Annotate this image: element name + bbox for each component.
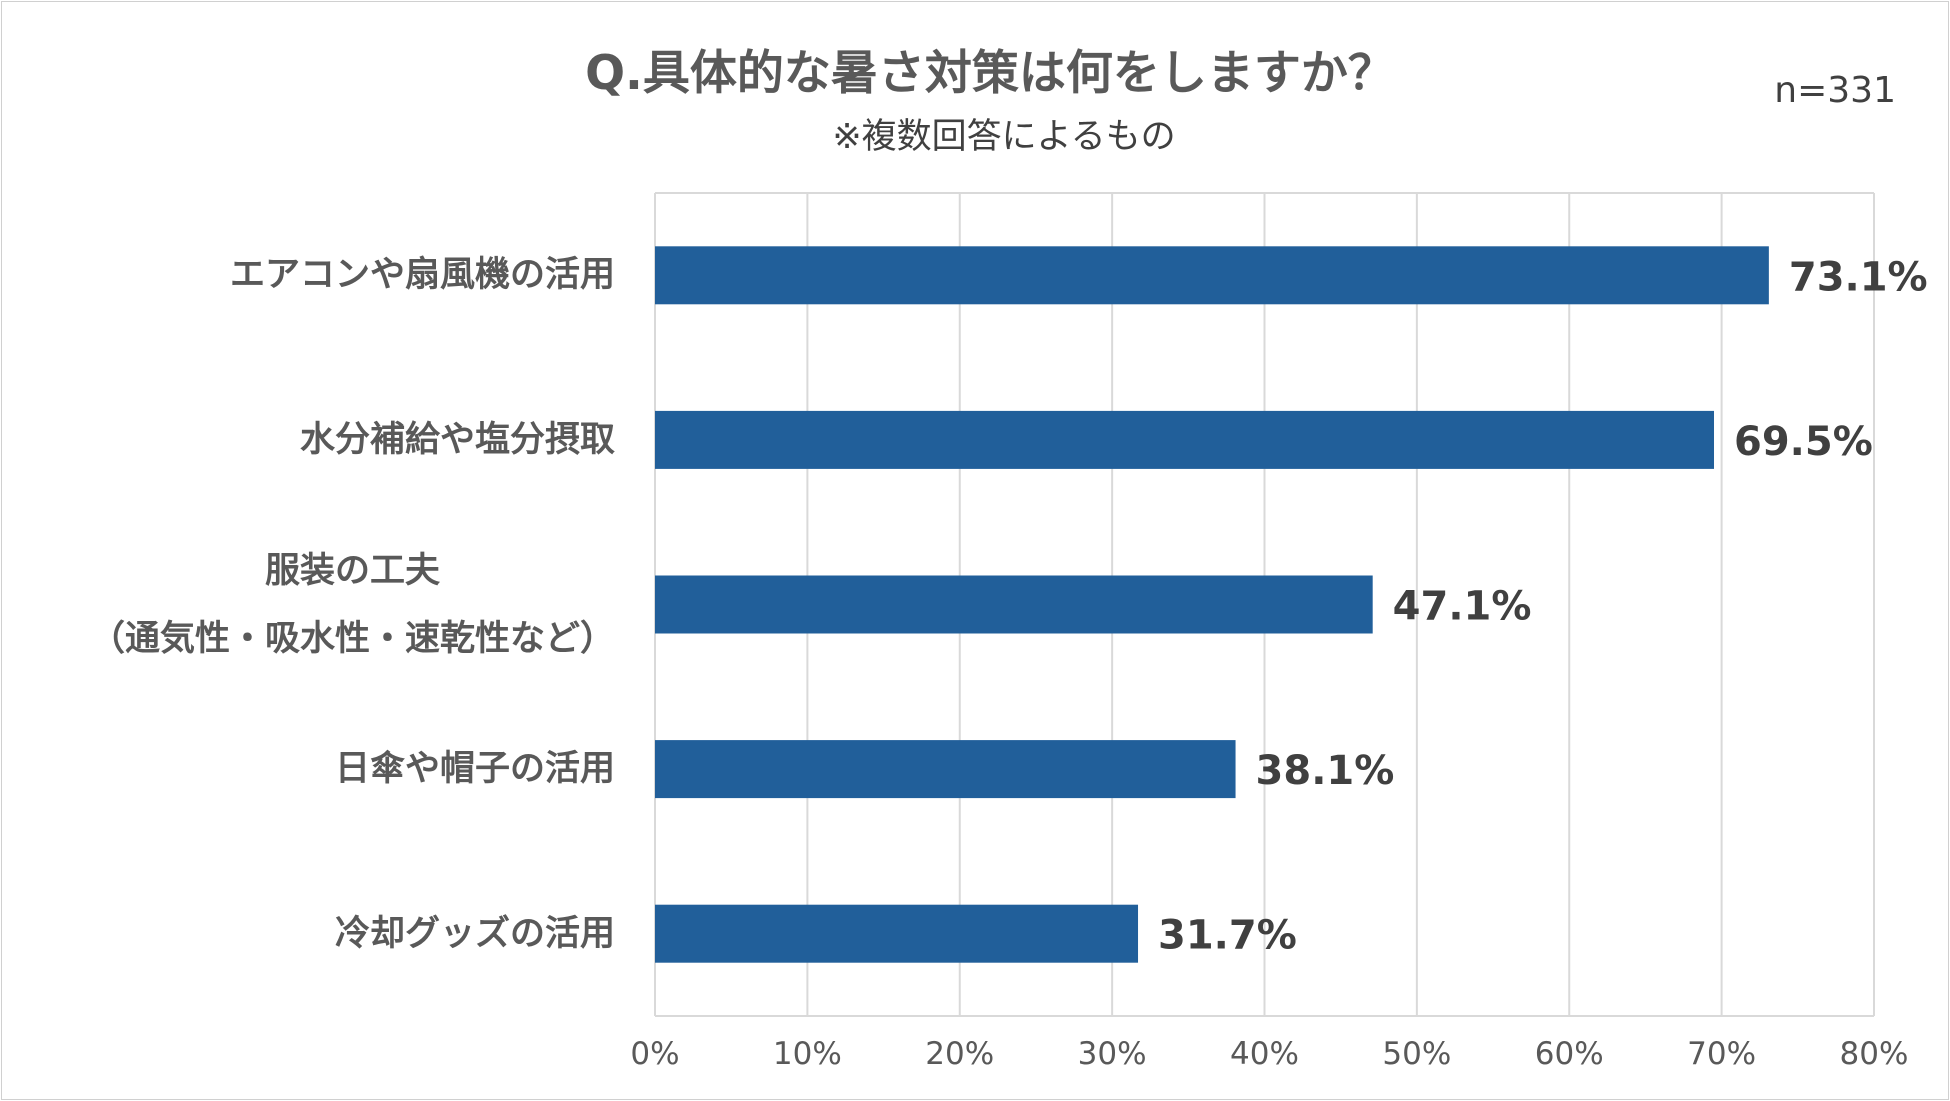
- x-tick-label: 70%: [1687, 1036, 1756, 1072]
- data-label: 73.1%: [1789, 254, 1928, 300]
- x-tick-label: 50%: [1382, 1036, 1451, 1072]
- x-tick-label: 20%: [925, 1036, 994, 1072]
- data-label: 31.7%: [1158, 913, 1297, 959]
- x-tick-label: 10%: [773, 1036, 842, 1072]
- category-label: 日傘や帽子の活用: [335, 735, 615, 803]
- data-label: 69.5%: [1734, 419, 1873, 465]
- category-label: 冷却グッズの活用: [335, 900, 615, 968]
- bar: [655, 575, 1373, 634]
- bar: [655, 410, 1715, 469]
- category-label: エアコンや扇風機の活用: [230, 241, 615, 309]
- sample-size: n=331: [1774, 70, 1896, 111]
- category-label-line: 水分補給や塩分摂取: [299, 419, 615, 460]
- chart-title: Q.具体的な暑さ対策は何をしますか？: [585, 46, 1395, 101]
- data-label: 38.1%: [1256, 748, 1395, 794]
- category-label: 服装の工夫 （通気性・吸水性・速乾性など）: [90, 537, 615, 673]
- x-tick-label: 0%: [630, 1036, 679, 1072]
- x-tick-label: 60%: [1535, 1036, 1604, 1072]
- category-label-line: 服装の工夫: [264, 550, 440, 591]
- data-label: 47.1%: [1393, 584, 1532, 630]
- x-tick-label: 40%: [1230, 1036, 1299, 1072]
- category-label-line: エアコンや扇風機の活用: [229, 255, 615, 296]
- category-label-line: （通気性・吸水性・速乾性など）: [89, 618, 615, 659]
- x-tick-label: 30%: [1078, 1036, 1147, 1072]
- category-label-line: 日傘や帽子の活用: [334, 749, 615, 790]
- bar: [655, 740, 1236, 799]
- category-label: 水分補給や塩分摂取: [300, 406, 615, 474]
- x-tick-label: 80%: [1840, 1036, 1909, 1072]
- category-label-line: 冷却グッズの活用: [334, 913, 615, 954]
- chart-subtitle: ※複数回答によるもの: [832, 117, 1176, 157]
- bar: [655, 246, 1769, 305]
- bar: [655, 904, 1139, 963]
